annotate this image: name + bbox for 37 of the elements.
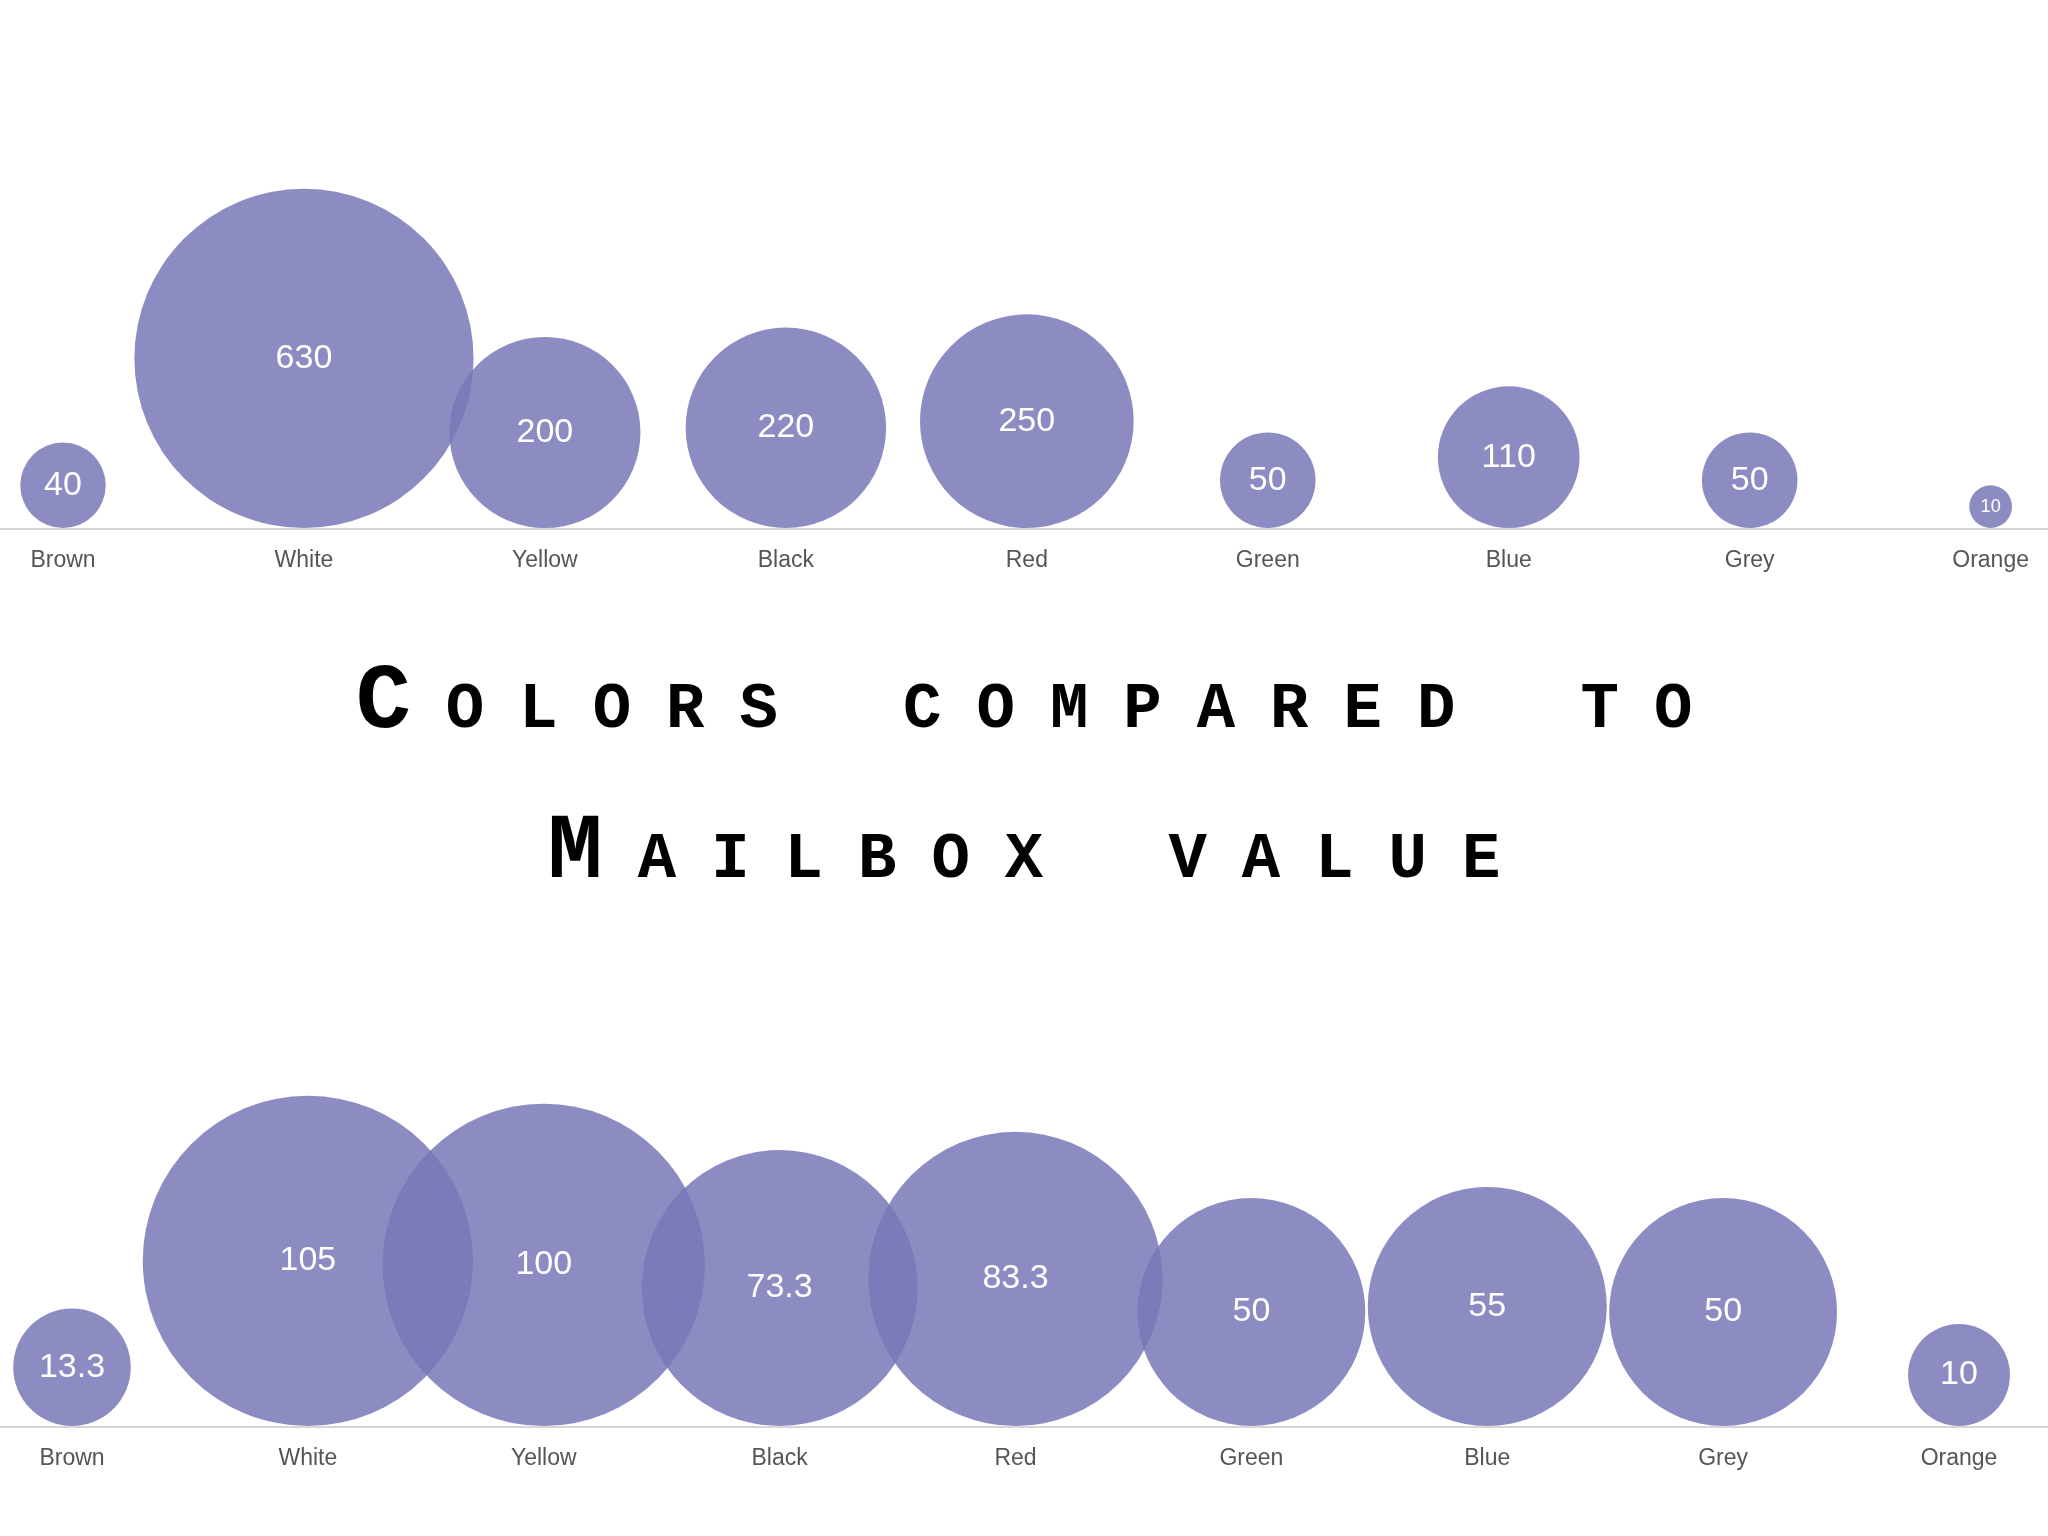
data-label: 200 xyxy=(516,410,574,449)
category-label: Blue xyxy=(1485,546,1532,573)
category-label: Red xyxy=(1005,546,1048,573)
data-label: 10 xyxy=(1940,1353,1978,1392)
data-label: 50 xyxy=(1730,458,1769,497)
data-label: 110 xyxy=(1481,435,1536,474)
category-label: Orange xyxy=(1952,546,2029,573)
text: Colors compared to Mailbox value xyxy=(354,649,1729,907)
category-label: Yellow xyxy=(512,546,579,573)
data-label: 50 xyxy=(1248,458,1287,497)
category-label: Orange xyxy=(1920,1444,1998,1471)
category-label: White xyxy=(274,546,334,573)
data-label: 250 xyxy=(998,399,1056,438)
category-label: Yellow xyxy=(510,1444,577,1471)
data-label: 40 xyxy=(44,463,82,502)
category-label: Black xyxy=(751,1444,809,1471)
data-label: 13.3 xyxy=(38,1345,106,1384)
category-label: Grey xyxy=(1698,1444,1749,1471)
data-label: 73.3 xyxy=(746,1266,813,1305)
category-label: Blue xyxy=(1464,1444,1511,1471)
category-label: Green xyxy=(1219,1444,1284,1471)
category-label: Green xyxy=(1235,546,1300,573)
category-label: Brown xyxy=(30,546,96,573)
data-label: 105 xyxy=(279,1239,337,1278)
data-label: 220 xyxy=(757,406,815,445)
data-label: 50 xyxy=(1704,1290,1743,1329)
data-label: 83.3 xyxy=(982,1257,1049,1296)
data-label: 50 xyxy=(1232,1290,1271,1329)
category-label: White xyxy=(278,1444,338,1471)
data-label: 630 xyxy=(275,336,333,375)
category-label: Black xyxy=(757,546,815,573)
data-label: 55 xyxy=(1468,1284,1507,1323)
data-label: 100 xyxy=(515,1243,573,1282)
category-label: Brown xyxy=(39,1444,105,1471)
category-label: Red xyxy=(994,1444,1037,1471)
data-label: 10 xyxy=(1980,495,2001,516)
category-label: Grey xyxy=(1724,546,1776,573)
